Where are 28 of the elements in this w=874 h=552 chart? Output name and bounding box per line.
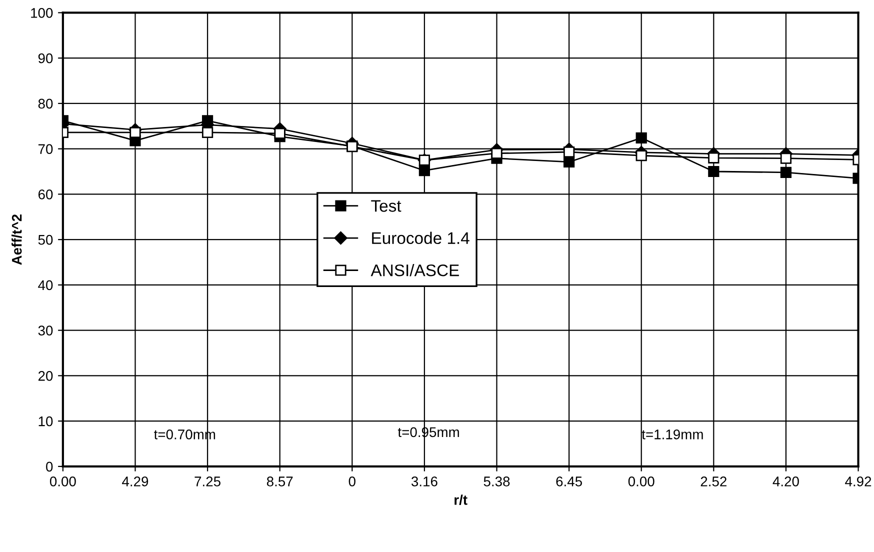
y-tick-label: 50 bbox=[38, 234, 53, 245]
x-tick-label: 2.52 bbox=[700, 476, 726, 486]
x-tick-label: 0.00 bbox=[50, 476, 76, 486]
x-tick-label: 0 bbox=[348, 476, 356, 486]
x-tick-label: 0.00 bbox=[628, 476, 654, 486]
y-tick-label: 0 bbox=[46, 462, 53, 472]
y-tick-label: 100 bbox=[31, 8, 53, 18]
x-tick-label: 8.57 bbox=[266, 476, 293, 486]
y-tick-label: 10 bbox=[38, 416, 53, 426]
x-tick-label: 7.25 bbox=[194, 476, 220, 486]
y-tick-label: 20 bbox=[38, 371, 53, 381]
y-tick-label: 30 bbox=[38, 326, 53, 336]
y-tick-label: 40 bbox=[38, 280, 53, 290]
y-axis-title: Aeff/t^2 bbox=[12, 214, 22, 265]
x-tick-label: 4.29 bbox=[122, 476, 148, 486]
y-tick-label: 60 bbox=[38, 190, 53, 200]
legend-label: Eurocode 1.4 bbox=[372, 232, 470, 244]
x-tick-label: 6.45 bbox=[556, 476, 582, 486]
x-tick-label: 4.92 bbox=[845, 476, 872, 486]
x-tick-label: 3.16 bbox=[411, 476, 438, 486]
x-axis-title: r/t bbox=[454, 494, 468, 506]
y-tick-label: 90 bbox=[38, 53, 53, 64]
legend-label: Test bbox=[371, 200, 402, 212]
legend-label: ANSI/ASCE bbox=[370, 264, 459, 276]
y-tick-label: 80 bbox=[38, 98, 53, 109]
x-tick-label: 4.20 bbox=[772, 476, 799, 486]
y-tick-label: 70 bbox=[38, 144, 53, 154]
x-tick-label: 5.38 bbox=[484, 476, 510, 486]
